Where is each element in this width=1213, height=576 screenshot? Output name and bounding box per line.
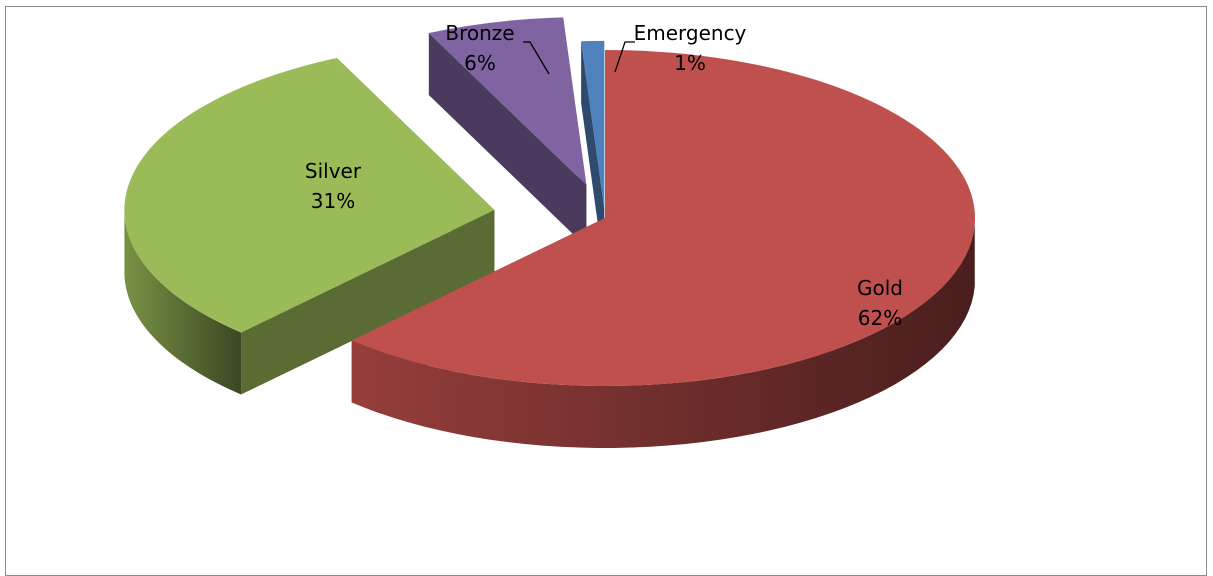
slice-silver-cut-face-start <box>241 210 495 395</box>
data-label-bronze-percent: 6% <box>464 51 496 75</box>
data-label-emergency-percent: 1% <box>674 51 706 75</box>
leader-line-emergency <box>614 41 635 73</box>
data-label-silver-percent: 31% <box>311 189 355 213</box>
slice-gold-outer-wall <box>351 224 975 448</box>
slice-emergency <box>581 40 605 209</box>
slice-gold <box>351 50 976 386</box>
data-label-gold-name: Gold <box>857 276 903 300</box>
slice-silver-outer-wall <box>124 212 242 395</box>
leader-line-bronze <box>523 41 550 75</box>
data-label-bronze-name: Bronze <box>445 21 514 45</box>
data-label-gold-percent: 62% <box>858 306 902 330</box>
slice-bronze-cut-face-start <box>428 33 587 248</box>
data-label-silver-name: Silver <box>305 159 362 183</box>
data-label-emergency-name: Emergency <box>634 21 747 45</box>
slice-silver <box>124 58 495 333</box>
slice-emergency-sides <box>581 41 605 271</box>
slice-bronze <box>428 17 587 186</box>
slice-emergency-cut-face-start <box>581 41 605 271</box>
